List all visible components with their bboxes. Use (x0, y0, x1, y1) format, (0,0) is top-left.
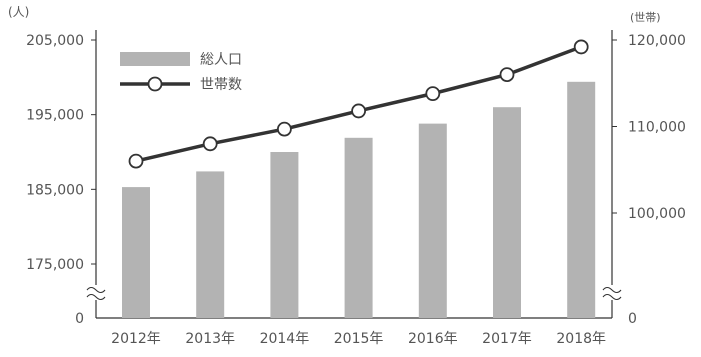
bar-総人口-2016年 (418, 123, 447, 318)
point-世帯数-2016年 (425, 86, 441, 102)
left-tick-label-zero: 0 (75, 311, 84, 327)
x-tick-label: 2012年 (111, 331, 161, 347)
legend-label-line: 世帯数 (200, 77, 242, 93)
x-tick-label: 2014年 (260, 331, 310, 347)
bar-総人口-2018年 (567, 81, 596, 319)
x-tick-label: 2016年 (408, 331, 458, 347)
point-世帯数-2017年 (499, 67, 515, 82)
left-tick-label: 205,000 (26, 33, 84, 49)
bar-総人口-2014年 (270, 152, 299, 318)
x-tick-label: 2013年 (185, 331, 235, 347)
point-世帯数-2012年 (128, 153, 144, 169)
point-世帯数-2015年 (351, 103, 367, 119)
left-tick-label: 175,000 (26, 257, 84, 273)
left-tick-label: 185,000 (26, 182, 84, 198)
legend-swatch-marker (147, 76, 163, 92)
x-tick-label: 2017年 (482, 331, 532, 347)
x-tick-label: 2018年 (556, 331, 606, 347)
point-世帯数-2013年 (202, 136, 218, 152)
legend-label-bar: 総人口 (200, 52, 242, 68)
x-tick-label: 2015年 (334, 331, 384, 347)
bar-総人口-2015年 (344, 137, 373, 318)
legend-swatch-bar (120, 52, 190, 66)
right-tick-label: 120,000 (628, 33, 686, 49)
right-tick-label-zero: 0 (628, 311, 637, 327)
left-tick-label: 195,000 (26, 108, 84, 124)
left-axis-unit: (人) (8, 5, 29, 19)
bar-総人口-2012年 (122, 187, 150, 318)
right-axis-break (602, 286, 622, 301)
point-世帯数-2018年 (573, 39, 589, 55)
right-axis-unit: (世帯) (630, 11, 661, 24)
left-axis-break (86, 286, 106, 301)
bar-総人口-2013年 (196, 171, 225, 318)
right-tick-label: 100,000 (628, 206, 686, 222)
point-世帯数-2014年 (276, 121, 292, 137)
bar-総人口-2017年 (493, 107, 521, 318)
right-tick-label: 110,000 (628, 120, 686, 136)
